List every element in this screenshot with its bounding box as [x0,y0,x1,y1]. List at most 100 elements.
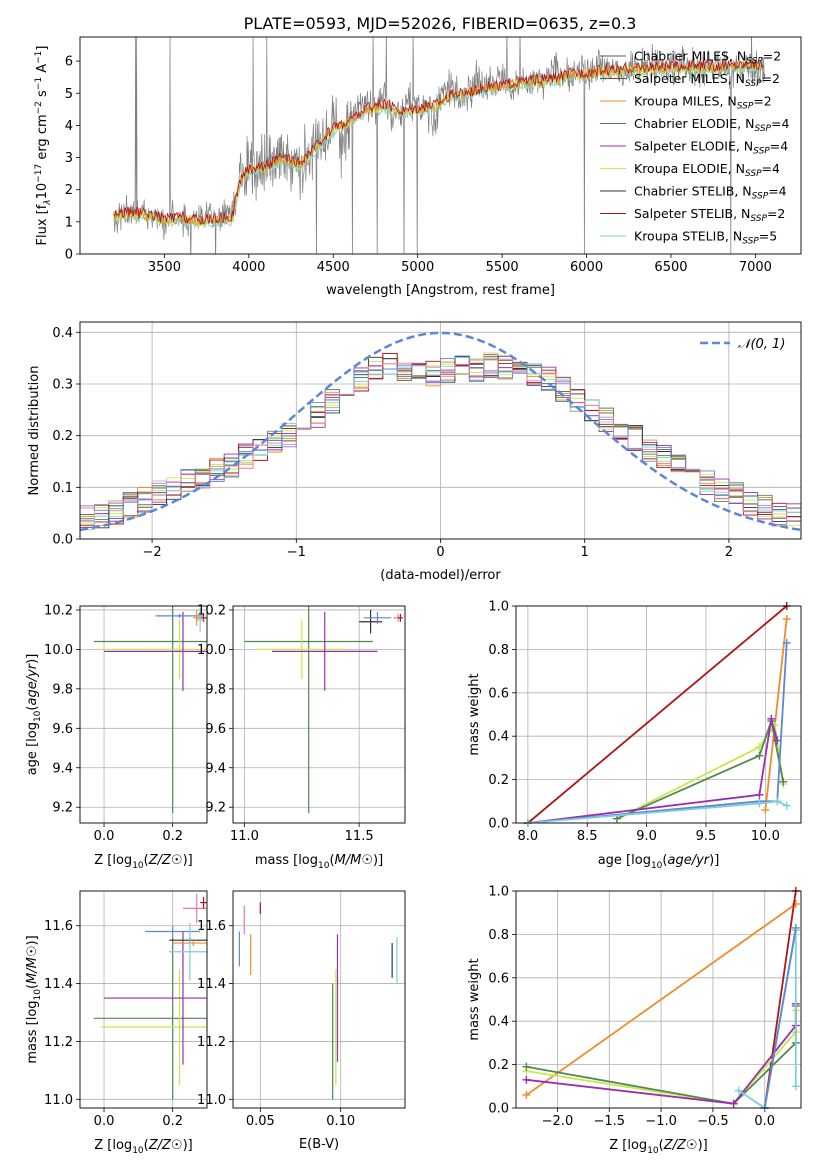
model-spectrum-line [113,59,764,227]
age-vs-mass-axes: 11.0 11.5 9.2 9.4 9.6 9.8 10.0 10.2 [197,603,405,844]
y-tick-label: 0.4 [488,730,509,745]
x-tick-label: 10.0 [751,829,780,844]
spectrum-plot [113,37,766,254]
age-vs-Z-points [93,606,207,814]
legend-label: Chabrier STELIB, NSSP=4 [634,184,787,202]
x-tick-label: −2.0 [542,1114,574,1129]
y-tick-label: 0 [65,248,73,263]
y-tick-label: 0.6 [488,686,509,701]
y-tick-label: 0.6 [488,971,509,986]
ebv-points [238,902,398,1100]
massweight-vs-age-frame [515,605,802,824]
residual-y-label: Normed distribution [27,366,42,496]
x-tick-label: 0.2 [162,1114,183,1129]
weight-line [764,618,788,811]
residuals-axes: −2 −1 0 1 2 0.0 0.1 0.2 0.3 0.4 [52,322,801,560]
legend-label: Chabrier MILES, NSSP=2 [634,49,781,67]
y-tick-label: 0.2 [52,429,73,444]
x-tick-label: 6000 [570,260,603,275]
x-tick-label: 0.0 [754,1114,775,1129]
age-vs-Z-frame [79,605,208,824]
x-tick-label: 0.0 [94,829,115,844]
massweight-vs-Z-axes: −2.0 −1.5 −1.0 −0.5 0.0 0.0 0.2 0.4 0.6 0.8 1.0 [488,885,801,1129]
x-tick-label: 4500 [317,260,350,275]
x-tick-label: 2 [725,545,733,560]
residual-histogram [80,358,801,539]
x-tick-label: 8.0 [518,829,539,844]
x-tick-label: 5000 [401,260,434,275]
mass-vs-Z-points [93,893,207,1100]
massweight-vs-Z-frame [515,890,802,1109]
age-vs-mass-points [244,606,403,814]
y-tick-label: 9.8 [52,682,73,697]
y-tick-label: 4 [65,119,73,134]
y-tick-label: 9.8 [205,682,226,697]
y-tick-label: 9.4 [52,761,73,776]
x-tick-label: 0.2 [162,829,183,844]
normal-legend-label: 𝒩(0, 1) [738,337,785,352]
legend-label: Kroupa ELODIE, NSSP=4 [634,161,780,179]
legend-label: Salpeter ELODIE, NSSP=4 [634,139,788,157]
y-tick-label: 9.6 [52,722,73,737]
y-tick-label: 1 [65,215,73,230]
y-tick-label: 3 [65,151,73,166]
y-tick-label: 10.0 [197,643,226,658]
massweight-vs-Z-y-label: mass weight [467,958,482,1040]
legend-label: Kroupa STELIB, NSSP=5 [634,229,777,247]
x-tick-label: 9.0 [636,829,657,844]
y-tick-label: 0.1 [52,481,73,496]
y-tick-label: 9.2 [52,801,73,816]
x-tick-label: 3500 [148,260,181,275]
y-tick-label: 0.0 [488,817,509,832]
y-tick-label: 2 [65,183,73,198]
weight-line [525,903,797,1096]
y-tick-label: 0.0 [488,1102,509,1117]
ebv-frame [232,890,406,1109]
x-tick-label: 5500 [486,260,519,275]
massweight-vs-age-y-label: mass weight [467,673,482,755]
y-tick-label: 0.4 [52,326,73,341]
weight-line [763,890,797,1109]
residual-plot [80,331,801,539]
x-tick-label: 4000 [232,260,265,275]
y-tick-label: 10.2 [197,603,226,618]
y-tick-label: 0.2 [488,773,509,788]
spectrum-y-label: Flux [fλ10−17 erg cm−2 s−1 A−1] [34,46,53,246]
residual-frame [79,321,802,540]
x-tick-label: −1.5 [593,1114,625,1129]
residual-x-label: (data-model)/error [380,568,501,583]
massweight-vs-age-lines [523,602,791,827]
y-tick-label: 0.8 [488,643,509,658]
y-tick-label: 0.0 [52,533,73,548]
mass-vs-Z-frame [79,890,208,1109]
age-vs-Z-x-label: Z [log10(Z/Z☉)] [94,853,192,871]
y-tick-label: 0.2 [488,1058,509,1073]
massweight-vs-Z-x-label: Z [log10(Z/Z☉)] [609,1138,707,1156]
y-tick-label: 0.3 [52,378,73,393]
spectrum-x-label: wavelength [Angstrom, rest frame] [326,283,555,298]
legend-label: Salpeter MILES, NSSP=2 [634,71,780,89]
y-tick-label: 10.0 [44,643,73,658]
y-tick-label: 11.0 [44,1093,73,1108]
age-vs-Z-axes: 0.0 0.2 9.2 9.4 9.6 9.8 10.0 10.2 [44,603,207,844]
y-tick-label: 11.4 [44,977,73,992]
spectrum-axes: 3500 4000 4500 5000 5500 6000 6500 7000 0 1 2 3 4 5 6 [65,55,772,275]
x-tick-label: 1 [581,545,589,560]
y-tick-label: 6 [65,55,73,70]
legend-label: Chabrier ELODIE, NSSP=4 [634,116,789,134]
mass-vs-EBV-axes: 0.05 0.10 11.0 11.2 11.4 11.6 [197,891,405,1129]
mass-vs-Z-x-label: Z [log10(Z/Z☉)] [94,1138,192,1156]
y-tick-label: 11.0 [197,1093,226,1108]
ebv-x-label: E(B-V) [299,1137,339,1152]
x-tick-label: 0.0 [94,1114,115,1129]
legend-label: Salpeter STELIB, NSSP=2 [634,206,785,224]
spectrum-legend: Chabrier MILES, NSSP=2 Salpeter MILES, NS… [600,49,789,247]
y-tick-label: 11.6 [197,919,226,934]
mass-vs-Z-y-label: mass [log10(M/M☉)] [25,935,43,1063]
normal-curve [80,331,801,532]
model-spectrum-line [113,59,764,226]
weight-line [763,927,797,1109]
age-vs-mass-frame [232,605,406,824]
weight-line [527,605,788,824]
